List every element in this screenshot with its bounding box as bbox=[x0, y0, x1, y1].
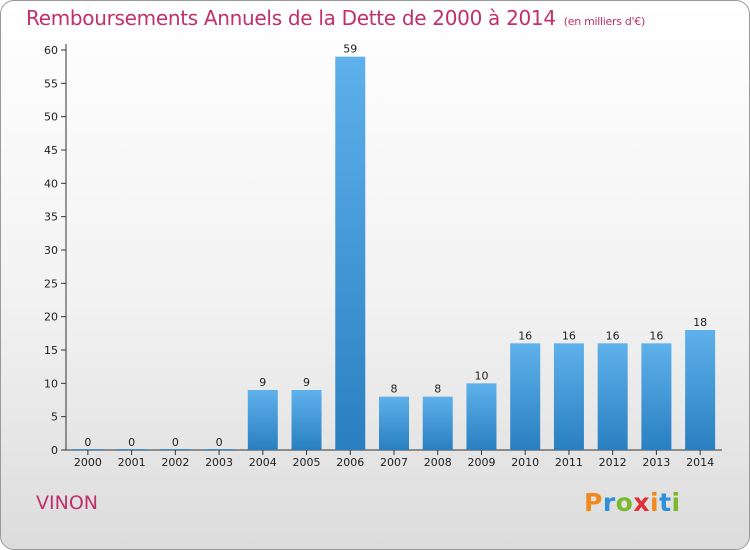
town-name: VINON bbox=[36, 492, 98, 514]
x-tick-label-2000: 2000 bbox=[74, 456, 102, 469]
y-tick-label: 10 bbox=[44, 377, 58, 390]
value-label-2003: 0 bbox=[216, 436, 223, 449]
y-tick-label: 30 bbox=[44, 244, 58, 257]
bar-2005 bbox=[291, 390, 322, 450]
chart-title: Remboursements Annuels de la Dette de 20… bbox=[26, 6, 645, 30]
y-tick-label: 5 bbox=[51, 411, 58, 424]
value-label-2001: 0 bbox=[128, 436, 135, 449]
x-tick-label-2010: 2010 bbox=[511, 456, 539, 469]
logo-letter: o bbox=[615, 488, 634, 517]
logo-letter: x bbox=[633, 488, 650, 517]
x-tick-label-2003: 2003 bbox=[205, 456, 233, 469]
y-tick-label: 40 bbox=[44, 177, 58, 190]
bar-2007 bbox=[379, 396, 409, 450]
value-label-2004: 9 bbox=[259, 376, 266, 389]
x-tick-label-2005: 2005 bbox=[293, 456, 321, 469]
bar-2008 bbox=[422, 396, 453, 450]
y-tick-label: 45 bbox=[44, 144, 58, 157]
y-tick-label: 35 bbox=[44, 211, 58, 224]
value-label-2014: 18 bbox=[693, 316, 707, 329]
bar-2000 bbox=[72, 449, 103, 450]
bar-2014 bbox=[685, 330, 716, 450]
bar-2012 bbox=[597, 343, 628, 450]
value-label-2013: 16 bbox=[649, 329, 663, 342]
bar-2001 bbox=[116, 449, 147, 450]
logo-letter: t bbox=[659, 488, 672, 517]
value-label-2002: 0 bbox=[172, 436, 179, 449]
y-tick-label: 0 bbox=[51, 444, 58, 457]
chart-subtitle: (en milliers d'€) bbox=[563, 15, 645, 28]
logo-letter: P bbox=[584, 488, 603, 517]
x-tick-label-2004: 2004 bbox=[249, 456, 277, 469]
x-tick-label-2007: 2007 bbox=[380, 456, 408, 469]
y-tick-label: 50 bbox=[44, 111, 58, 124]
bar-2004 bbox=[247, 390, 278, 450]
bar-2010 bbox=[510, 343, 541, 450]
x-tick-label-2006: 2006 bbox=[336, 456, 364, 469]
proxiti-logo: Proxiti bbox=[584, 488, 681, 517]
y-tick-label: 60 bbox=[44, 44, 58, 57]
logo-letter: i bbox=[671, 488, 681, 517]
value-label-2007: 8 bbox=[391, 383, 398, 396]
x-tick-label-2013: 2013 bbox=[642, 456, 670, 469]
value-label-2012: 16 bbox=[606, 329, 620, 342]
value-label-2008: 8 bbox=[434, 383, 441, 396]
logo-letter: r bbox=[602, 488, 616, 517]
value-label-2010: 16 bbox=[518, 329, 532, 342]
value-label-2009: 10 bbox=[474, 369, 488, 382]
value-label-2005: 9 bbox=[303, 376, 310, 389]
bar-2009 bbox=[466, 383, 497, 450]
value-label-2006: 59 bbox=[343, 43, 357, 56]
logo-letter: i bbox=[650, 488, 660, 517]
x-tick-label-2009: 2009 bbox=[467, 456, 495, 469]
x-tick-label-2014: 2014 bbox=[686, 456, 714, 469]
y-tick-label: 55 bbox=[44, 77, 58, 90]
y-tick-label: 20 bbox=[44, 311, 58, 324]
bar-2002 bbox=[160, 449, 191, 450]
bar-2011 bbox=[553, 343, 584, 450]
bar-2013 bbox=[641, 343, 672, 450]
x-tick-label-2012: 2012 bbox=[599, 456, 627, 469]
value-label-2000: 0 bbox=[84, 436, 91, 449]
x-tick-label-2001: 2001 bbox=[118, 456, 146, 469]
value-label-2011: 16 bbox=[562, 329, 576, 342]
bar-2003 bbox=[204, 449, 235, 450]
y-tick-label: 15 bbox=[44, 344, 58, 357]
x-tick-label-2011: 2011 bbox=[555, 456, 583, 469]
y-tick-label: 25 bbox=[44, 277, 58, 290]
x-tick-label-2008: 2008 bbox=[424, 456, 452, 469]
chart-title-text: Remboursements Annuels de la Dette de 20… bbox=[26, 6, 556, 30]
bar-2006 bbox=[335, 56, 366, 451]
x-tick-label-2002: 2002 bbox=[161, 456, 189, 469]
